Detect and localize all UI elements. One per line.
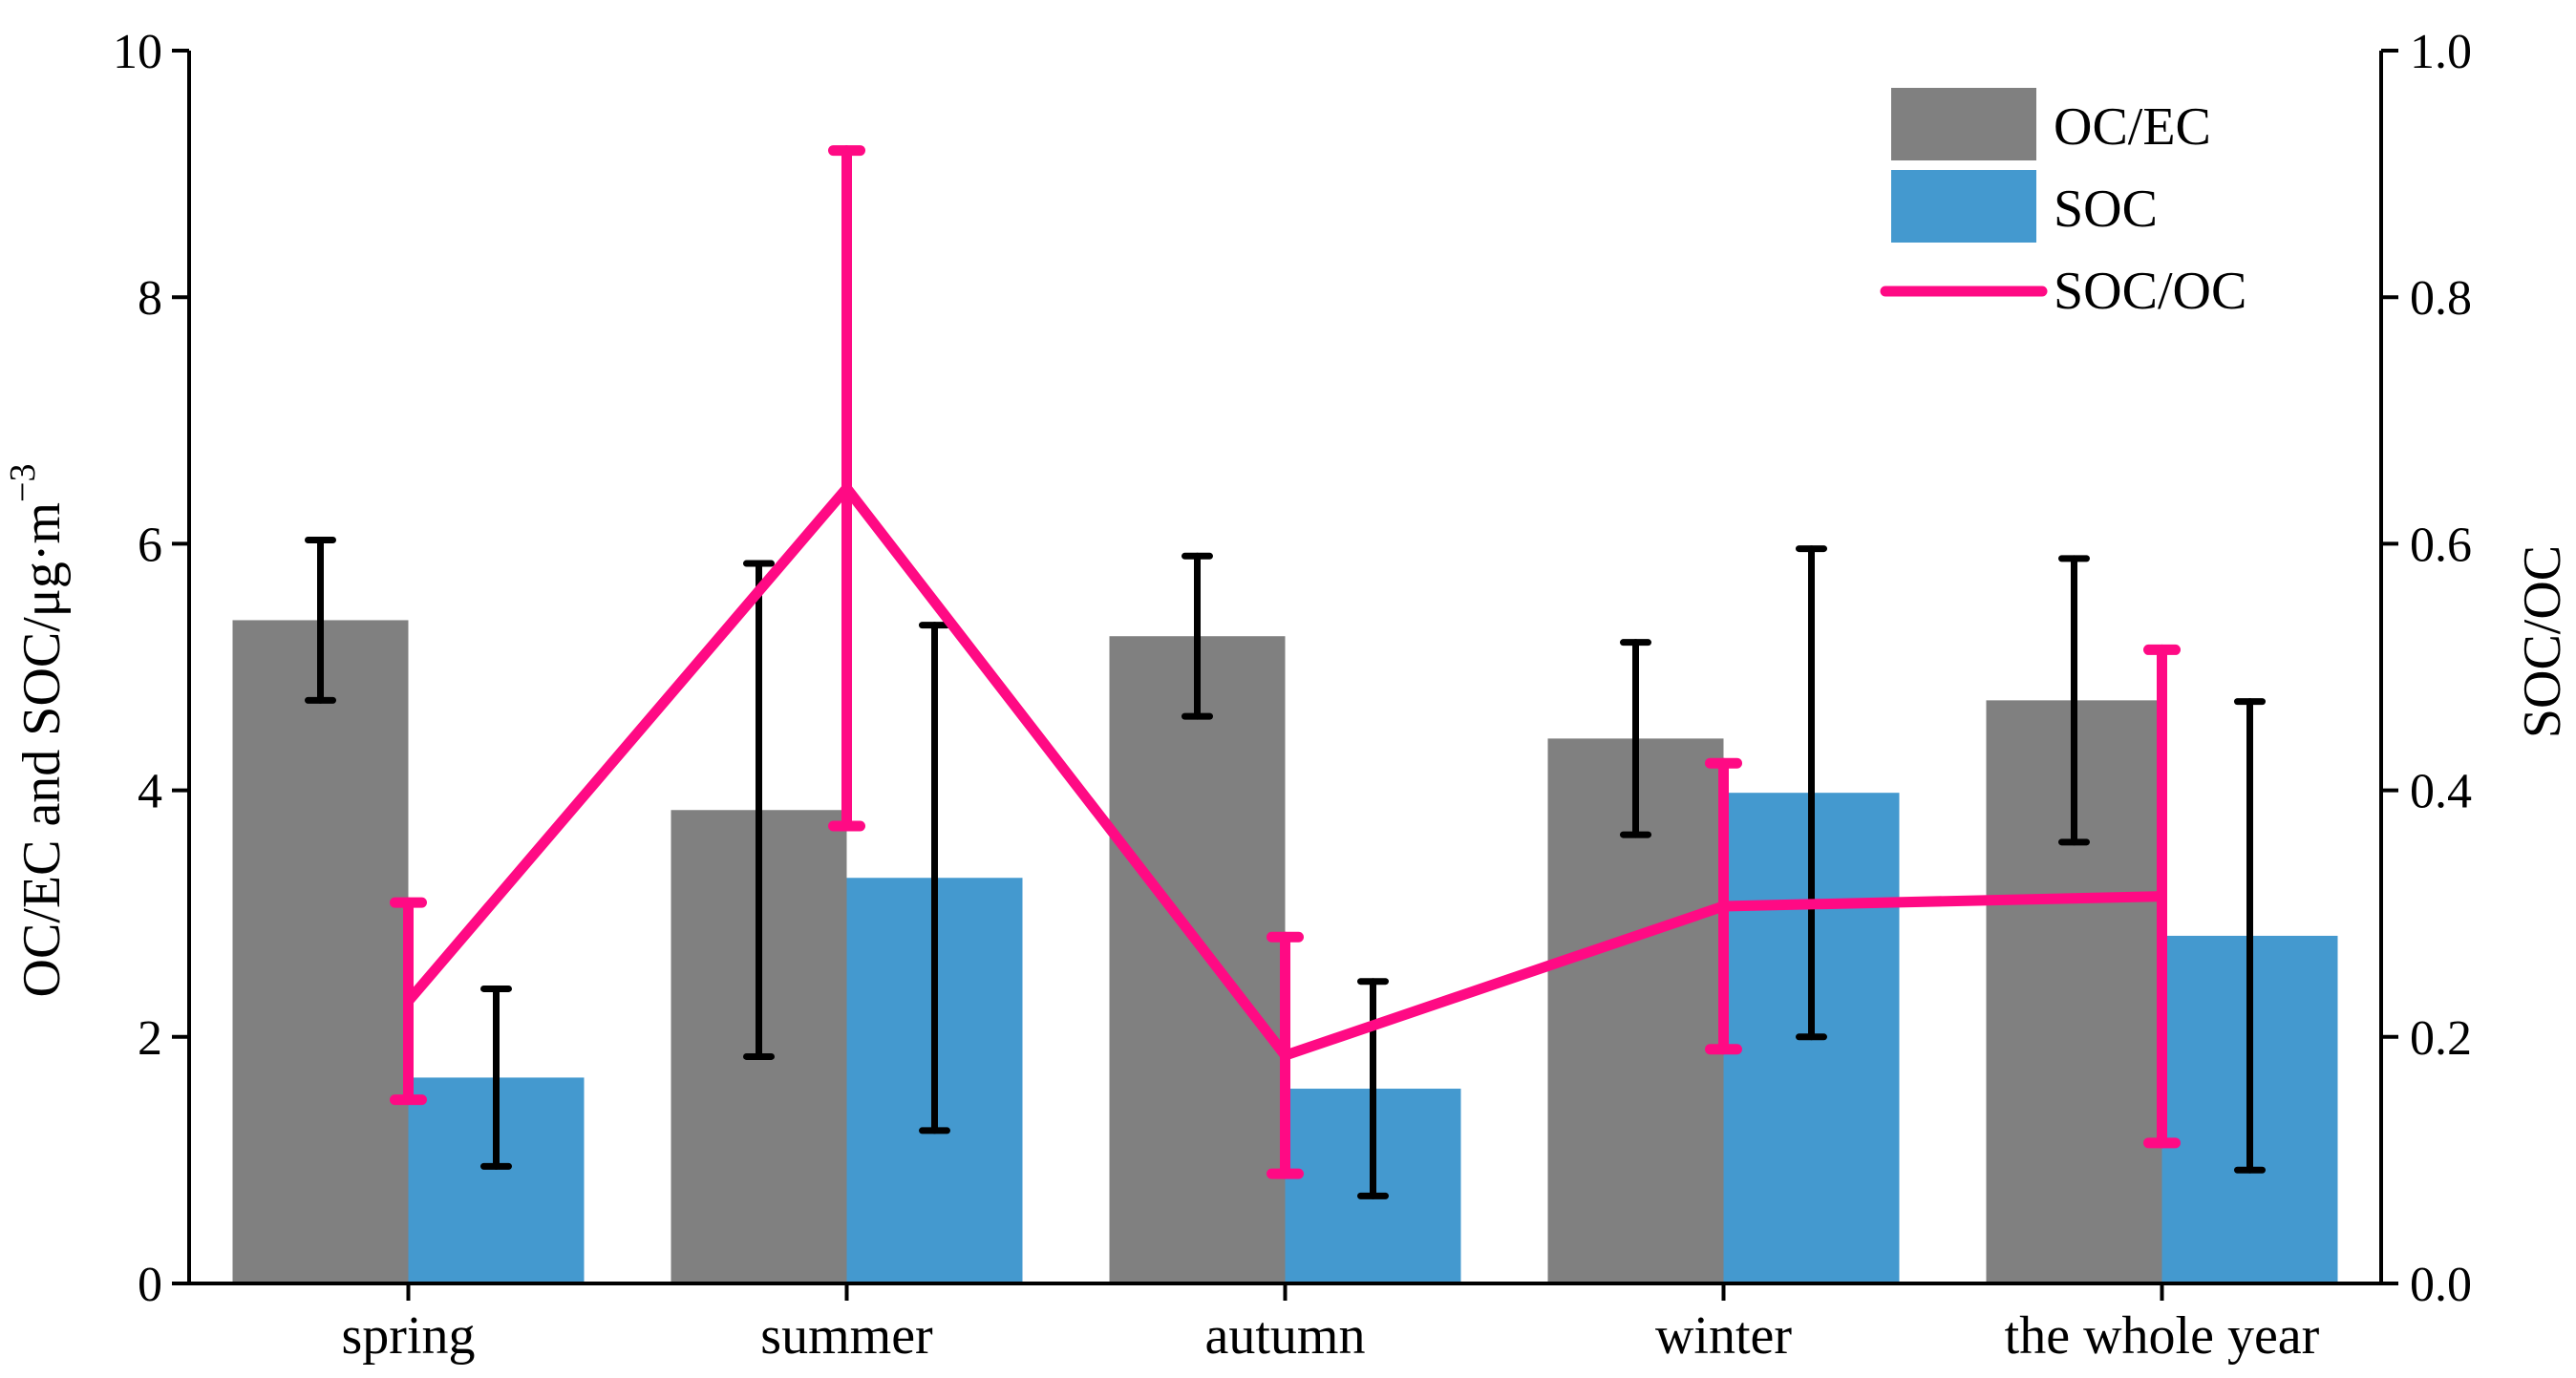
soc-oc-line-layer: [390, 145, 2181, 1179]
x-tick-label-spring: spring: [342, 1306, 476, 1366]
error-bar-soc-oc-autumn: [1267, 931, 1304, 1179]
error-bar-soc-spring: [480, 985, 512, 1170]
bar-error-bars-layer: [305, 537, 2266, 1199]
legend-swatch-oc-ec: [1891, 88, 2036, 160]
y-tick-label: 6: [138, 518, 162, 572]
bar-oc-ec-spring: [232, 620, 409, 1283]
error-bar-soc-oc-spring: [390, 897, 427, 1106]
legend-label-oc-ec: OC/EC: [2054, 97, 2211, 157]
legend-label-soc: SOC: [2054, 180, 2158, 239]
y-tick-label: 2: [138, 1011, 162, 1066]
error-bar-soc-summer: [919, 622, 950, 1134]
error-bar-soc-the-whole-year: [2234, 698, 2266, 1174]
error-bar-oc-ec-the-whole-year: [2058, 555, 2090, 846]
error-bar-soc-winter: [1796, 545, 1827, 1041]
legend-label-soc-oc: SOC/OC: [2054, 262, 2246, 321]
bar-oc-ec-autumn: [1109, 636, 1286, 1283]
axes-layer: 0 2 4 6 8 10 0.0 0.2 0.4 0.6 0.8 1.0 spring summer aut…: [113, 25, 2472, 1366]
y2-tick-label: 1.0: [2410, 25, 2472, 79]
y2-tick-label: 0.8: [2410, 271, 2472, 326]
y-tick-label: 8: [138, 271, 162, 326]
error-bar-oc-ec-spring: [305, 537, 336, 704]
y-axis-label-text: OC/EC and SOC/μg·m: [12, 502, 72, 998]
legend-swatch-soc: [1891, 170, 2036, 243]
error-bar-soc-oc-summer: [828, 145, 865, 832]
x-tick-label-the-whole-year: the whole year: [2005, 1306, 2320, 1366]
x-tick-label-summer: summer: [760, 1306, 933, 1366]
error-bar-oc-ec-autumn: [1182, 552, 1213, 720]
bars-layer: [232, 620, 2338, 1283]
y2-tick-label: 0.2: [2410, 1011, 2472, 1066]
legend: OC/EC SOC SOC/OC: [1880, 88, 2246, 321]
error-bar-soc-oc-winter: [1705, 757, 1742, 1055]
error-bar-soc-oc-the-whole-year: [2143, 644, 2181, 1149]
y2-tick-label: 0.6: [2410, 518, 2472, 572]
y-tick-label: 4: [138, 765, 162, 819]
y2-axis-label: SOC/OC: [2513, 545, 2572, 738]
y-axis-label: OC/EC and SOC/μg·m−3: [3, 464, 72, 998]
y2-tick-label: 0.0: [2410, 1258, 2472, 1312]
x-tick-label-autumn: autumn: [1205, 1306, 1366, 1366]
error-bar-oc-ec-summer: [743, 560, 775, 1060]
x-tick-label-winter: winter: [1655, 1306, 1792, 1366]
y2-tick-label: 0.4: [2410, 765, 2472, 819]
y-tick-label: 0: [138, 1258, 162, 1312]
error-bar-oc-ec-winter: [1620, 639, 1651, 838]
error-bar-soc-autumn: [1357, 978, 1389, 1199]
y-tick-label: 10: [113, 25, 162, 79]
y-axis-label-superscript: −3: [3, 464, 43, 502]
